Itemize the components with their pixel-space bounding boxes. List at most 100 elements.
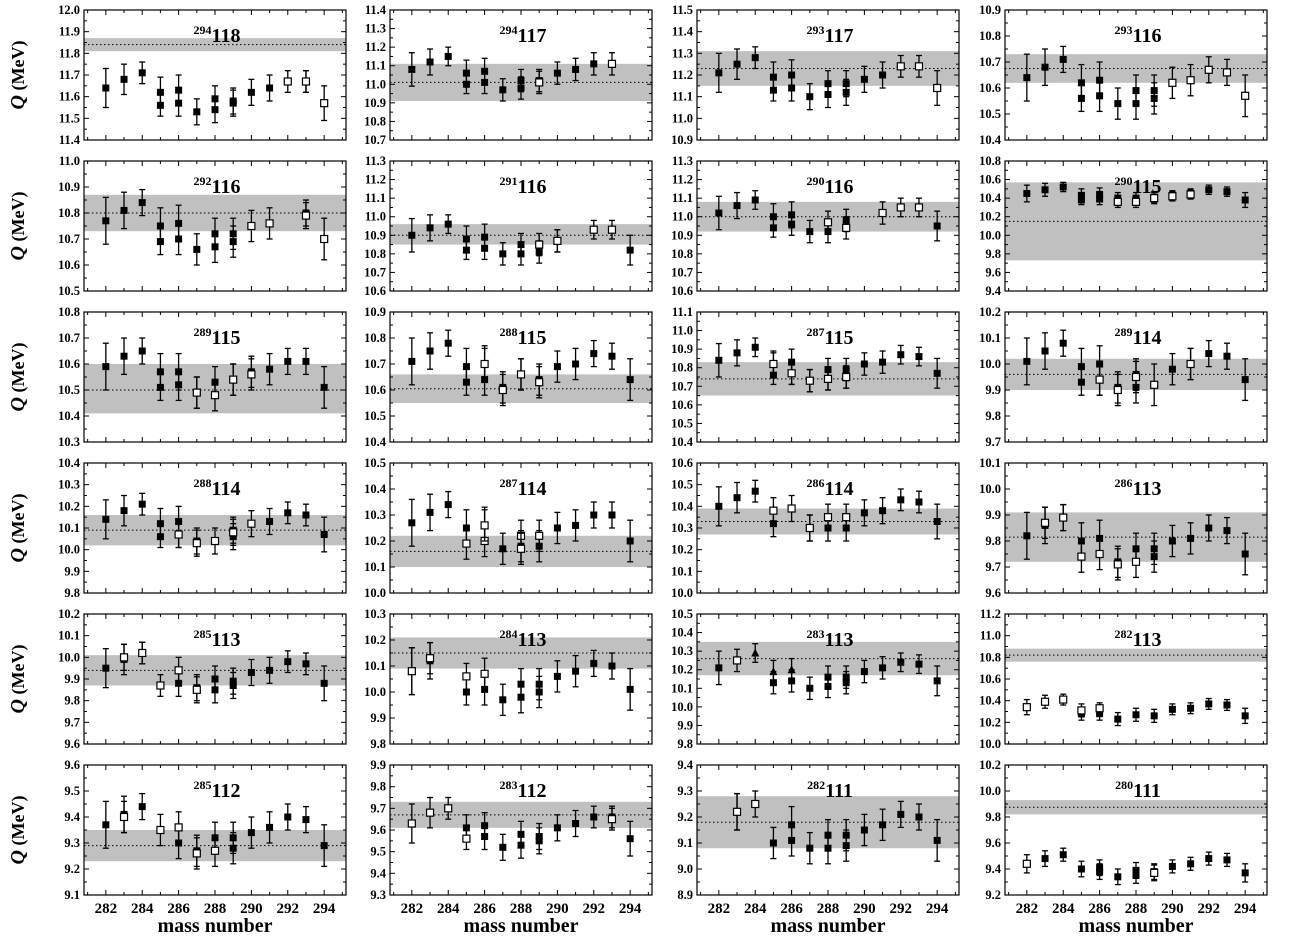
nuclide-label: 290116 [807,174,854,198]
data-point-filled [444,52,452,60]
data-point-filled [1241,869,1249,877]
data-point-open [1186,359,1195,369]
data-point-open [1059,695,1068,704]
chart-panel: 9.6 9.7 9.8 9.9 10.0 10.1 10.2 285113 Q (MeV) [7,607,347,751]
y-tick-label: 11.9 [59,25,80,39]
nuclide-label: 283112 [500,778,547,802]
x-tick-label: 290 [240,901,263,917]
data-point-filled [769,224,777,232]
data-point-filled [102,515,110,523]
y-tick-label: 11.3 [672,154,693,168]
y-tick-label: 10.4 [671,499,694,513]
nuclide-atomic-number: 111 [1133,780,1161,802]
data-point-open [751,799,760,809]
data-point-filled [462,235,470,243]
data-point-open [462,539,471,548]
data-point-filled [842,842,850,850]
data-point-filled [1223,856,1231,864]
nuclide-mass-number: 288 [500,325,518,339]
data-point-filled [715,664,723,672]
nuclide-mass-number: 289 [194,325,212,339]
plot-area [697,641,959,701]
data-point-triangle [769,667,778,676]
nuclide-atomic-number: 116 [518,176,547,198]
y-tick-label: 10.2 [979,715,1001,729]
x-tick-label: 292 [277,901,300,917]
data-point-filled [499,545,507,553]
data-point-filled [860,75,868,83]
data-point-filled [590,511,598,519]
x-tick-label: 290 [1161,901,1184,917]
y-tick-label: 10.1 [364,659,386,673]
y-tick-label: 10.4 [979,133,1002,147]
data-point-filled [284,813,292,821]
y-axis-label: Q (MeV) [7,494,29,563]
data-point-filled [320,531,328,538]
data-point-open [407,819,416,828]
y-tick-label: 9.8 [985,409,1001,423]
data-point-filled [229,844,237,852]
data-point-filled [426,224,434,232]
data-point-filled [175,99,183,107]
nuclide-atomic-number: 118 [212,25,241,47]
chart-panel: 10.0 10.1 10.2 10.3 10.4 10.5 10.6 286114 [671,456,960,600]
y-tick-label: 10.1 [979,456,1001,470]
data-point-filled [266,84,274,92]
y-axis-label: Q (MeV) [7,343,29,412]
x-tick-label: 288 [204,901,227,917]
data-point-open [842,223,851,232]
data-point-open [607,225,617,234]
nuclide-atomic-number: 112 [212,780,241,802]
nuclide-atomic-number: 114 [212,478,241,500]
data-point-filled [1205,700,1213,708]
nuclide-mass-number: 290 [1115,174,1133,188]
nuclide-atomic-number: 115 [825,327,854,349]
data-point-filled [120,206,128,214]
data-point-filled [1168,537,1176,545]
y-tick-label: 10.6 [979,81,1001,95]
data-point-filled [1187,704,1195,712]
data-point-filled [444,501,452,509]
y-tick-label: 9.8 [370,780,386,794]
y-tick-label: 11.1 [672,191,693,205]
y-tick-label: 9.2 [985,888,1001,902]
y-tick-label: 9.6 [985,586,1001,600]
nuclide-label: 287115 [807,325,854,349]
y-tick-label: 10.0 [364,586,386,600]
data-point-filled [933,677,941,685]
data-point-open [192,685,201,694]
chart-panel: 10.4 10.5 10.6 10.7 10.8 10.9 293116 [979,3,1268,147]
data-point-filled [102,821,110,829]
data-point-filled [156,383,164,391]
data-point-filled [499,843,507,851]
data-point-filled [481,833,489,840]
y-tick-label: 9.6 [370,823,386,837]
data-point-filled [102,217,110,225]
data-point-filled [302,660,310,668]
x-tick-label: 282 [708,901,731,917]
nuclide-mass-number: 287 [500,476,518,490]
y-tick-label: 10.0 [979,784,1001,798]
data-point-filled [499,696,507,704]
plot-area [390,796,652,861]
y-tick-label: 9.5 [64,784,80,798]
y-tick-label: 10.4 [58,409,81,423]
data-point-filled [102,363,110,371]
y-tick-label: 9.6 [985,265,1001,279]
y-tick-label: 10.4 [671,435,694,449]
nuclide-atomic-number: 116 [825,176,854,198]
x-tick-label: 294 [926,901,949,917]
nuclide-atomic-number: 114 [518,478,547,500]
plot-area [697,790,959,865]
nuclide-label: 293117 [807,23,854,47]
y-tick-label: 9.8 [985,810,1001,824]
nuclide-mass-number: 288 [194,476,212,490]
x-tick-label: 286 [1088,901,1111,917]
data-point-filled [572,360,580,368]
y-axis-unit: (MeV) [8,192,29,246]
chart-panel: 9.8 9.9 10.0 10.1 10.2 10.3 10.4 288114 Q (MeV) [7,456,347,600]
y-tick-label: 10.2 [979,758,1001,772]
y-tick-label: 10.1 [671,564,693,578]
y-tick-label: 9.3 [64,836,80,850]
